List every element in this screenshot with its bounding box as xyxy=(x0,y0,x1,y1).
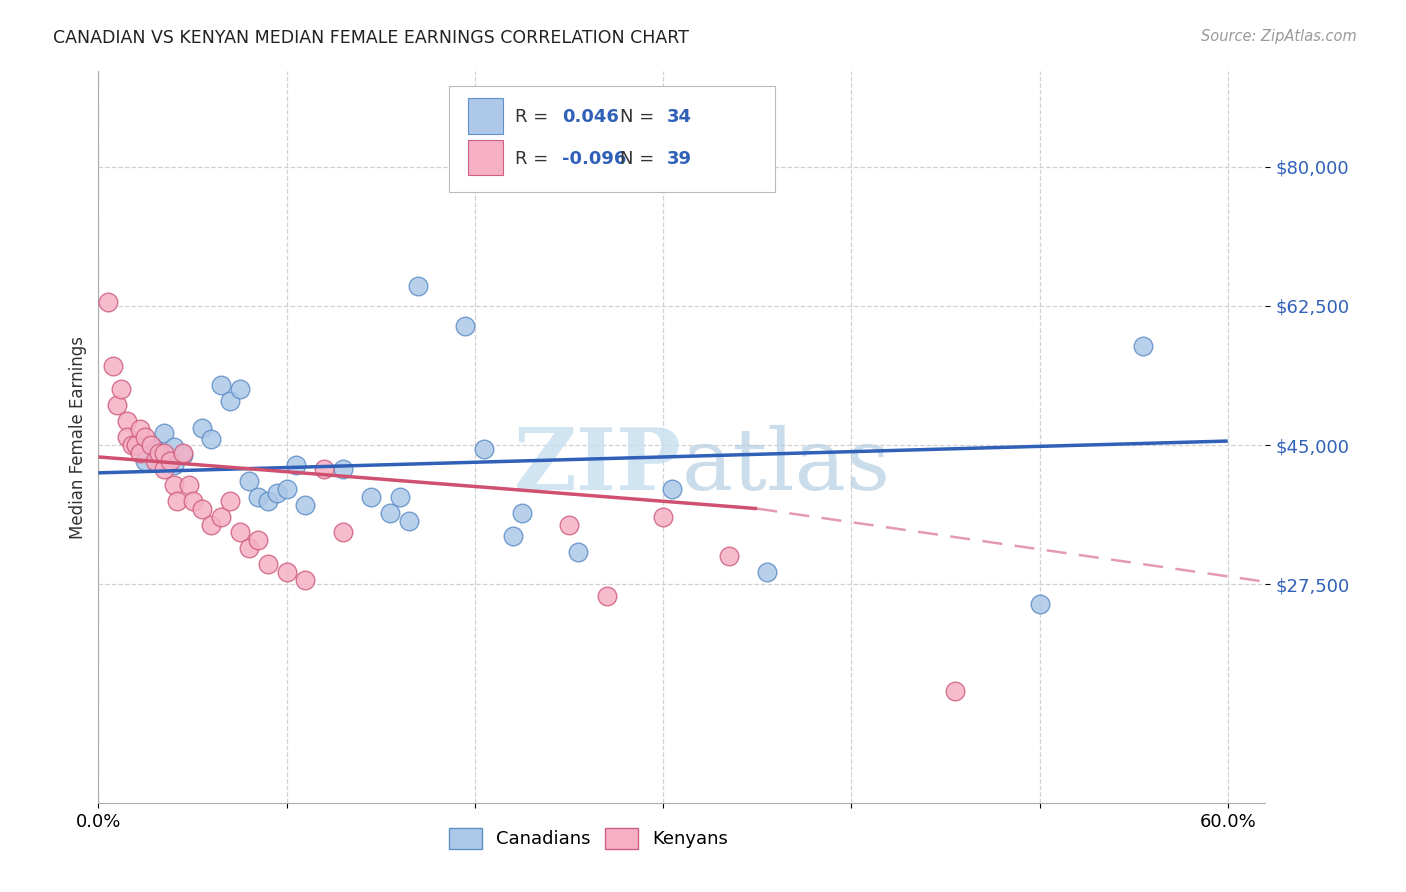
Point xyxy=(153,462,176,476)
FancyBboxPatch shape xyxy=(468,140,503,175)
Point xyxy=(143,442,166,456)
Point xyxy=(502,529,524,543)
Point xyxy=(148,446,170,460)
Text: 39: 39 xyxy=(666,150,692,168)
Point xyxy=(103,359,125,373)
Point xyxy=(153,446,176,460)
Point xyxy=(121,438,143,452)
Text: ZIP: ZIP xyxy=(515,425,682,508)
Point xyxy=(110,383,132,397)
Point xyxy=(454,318,477,333)
Point xyxy=(510,506,533,520)
Text: 0.046: 0.046 xyxy=(562,109,619,127)
Point xyxy=(256,558,278,572)
Point xyxy=(294,573,316,587)
Point xyxy=(247,490,270,504)
Point xyxy=(139,438,162,452)
FancyBboxPatch shape xyxy=(468,98,503,134)
Point xyxy=(1028,597,1050,611)
Text: R =: R = xyxy=(515,109,554,127)
Y-axis label: Median Female Earnings: Median Female Earnings xyxy=(69,335,87,539)
Point xyxy=(360,490,382,504)
Point xyxy=(166,493,188,508)
Point xyxy=(238,474,260,488)
Point xyxy=(115,430,138,444)
Point xyxy=(219,493,242,508)
Point xyxy=(128,446,150,460)
Point xyxy=(256,493,278,508)
Point xyxy=(125,438,148,452)
Point xyxy=(134,454,156,468)
Point xyxy=(209,378,232,392)
Point xyxy=(398,514,420,528)
Point xyxy=(332,462,354,476)
Point xyxy=(115,414,138,428)
Point xyxy=(294,498,316,512)
Point xyxy=(943,684,966,698)
Point xyxy=(163,440,186,454)
Text: atlas: atlas xyxy=(682,425,891,508)
Point xyxy=(153,426,176,441)
Point xyxy=(159,454,181,468)
Point xyxy=(209,509,232,524)
Point xyxy=(717,549,740,564)
Legend: Canadians, Kenyans: Canadians, Kenyans xyxy=(441,821,735,856)
Point xyxy=(755,566,778,580)
Point xyxy=(228,383,250,397)
Text: 34: 34 xyxy=(666,109,692,127)
Point xyxy=(558,517,581,532)
Point xyxy=(408,279,430,293)
Point xyxy=(472,442,495,456)
Point xyxy=(219,394,242,409)
FancyBboxPatch shape xyxy=(449,86,775,192)
Point xyxy=(128,422,150,436)
Point xyxy=(200,432,222,446)
Text: N =: N = xyxy=(620,150,659,168)
Point xyxy=(1132,338,1154,352)
Point xyxy=(567,545,589,559)
Point xyxy=(172,446,194,460)
Point xyxy=(181,493,204,508)
Point xyxy=(661,482,683,496)
Point xyxy=(314,462,336,476)
Point xyxy=(97,294,120,309)
Point xyxy=(388,490,411,504)
Point xyxy=(191,501,214,516)
Point xyxy=(172,448,194,462)
Point xyxy=(652,509,675,524)
Point xyxy=(238,541,260,556)
Text: CANADIAN VS KENYAN MEDIAN FEMALE EARNINGS CORRELATION CHART: CANADIAN VS KENYAN MEDIAN FEMALE EARNING… xyxy=(53,29,689,46)
Point xyxy=(276,482,298,496)
Point xyxy=(125,438,148,452)
Point xyxy=(276,566,298,580)
Text: Source: ZipAtlas.com: Source: ZipAtlas.com xyxy=(1201,29,1357,44)
Text: -0.096: -0.096 xyxy=(562,150,626,168)
Point xyxy=(191,420,214,434)
Point xyxy=(143,454,166,468)
Point xyxy=(177,477,200,491)
Point xyxy=(266,485,288,500)
Point xyxy=(163,458,186,472)
Text: N =: N = xyxy=(620,109,659,127)
Point xyxy=(380,506,402,520)
Point xyxy=(105,398,128,412)
Point xyxy=(228,525,250,540)
Point xyxy=(285,458,308,472)
Point xyxy=(595,589,617,603)
Point xyxy=(247,533,270,548)
Point xyxy=(200,517,222,532)
Point xyxy=(134,430,156,444)
Point xyxy=(332,525,354,540)
Text: R =: R = xyxy=(515,150,554,168)
Point xyxy=(163,477,186,491)
